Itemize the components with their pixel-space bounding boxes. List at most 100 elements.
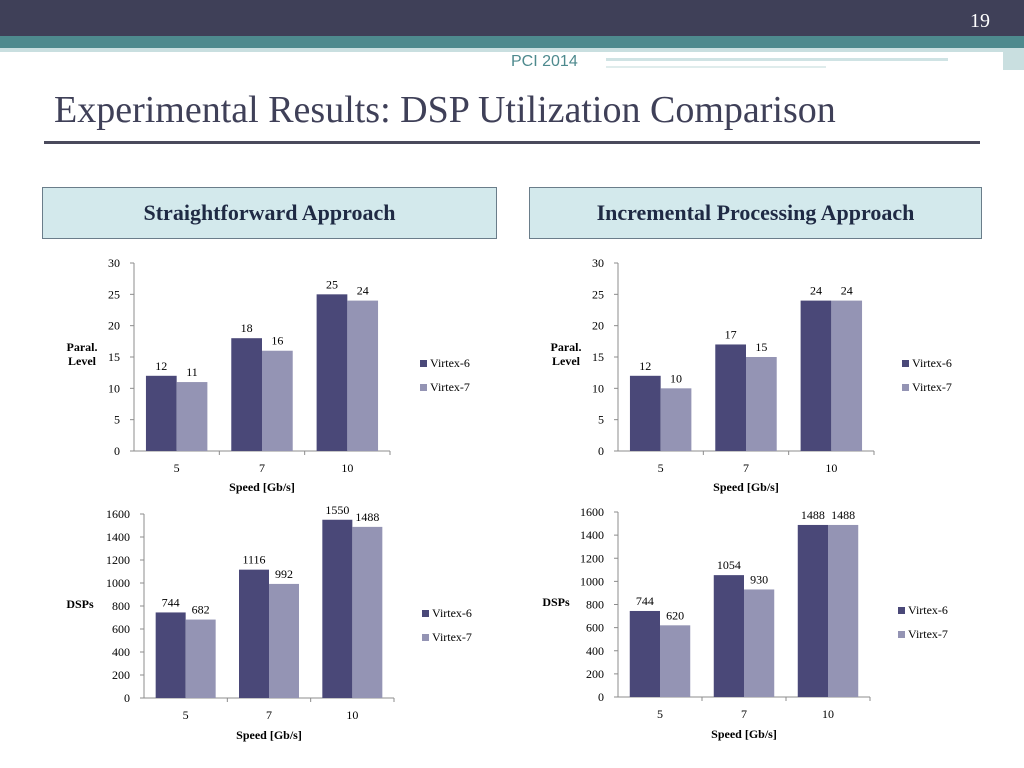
chart-incremental-parallelism: 0 5 10 15 20 25 30 Paral. Level 5 12 10 7 17 15 10 24 24 S…: [551, 256, 952, 494]
data-label: 11: [186, 365, 198, 379]
bar-virtex-6-7: [239, 569, 269, 698]
y-tick-label: 1400: [106, 530, 130, 544]
legend-swatch-virtex-6: [420, 360, 427, 367]
x-tick-label: 5: [183, 708, 189, 722]
data-label: 12: [155, 359, 167, 373]
y-tick-label: 200: [586, 667, 604, 681]
legend-swatch-virtex-6: [902, 360, 909, 367]
legend-label-virtex-7: Virtex-7: [912, 380, 952, 394]
y-tick-label: 5: [114, 413, 120, 427]
x-tick-label: 7: [743, 461, 749, 475]
bar-virtex-6-5: [629, 610, 660, 697]
y-tick-label: 25: [108, 287, 120, 301]
y-tick-label: 800: [112, 599, 130, 613]
decor-line-2: [606, 66, 826, 68]
y-tick-label: 1200: [106, 553, 130, 567]
legend-label-virtex-6: Virtex-6: [430, 356, 470, 370]
bar-virtex-6-10: [316, 294, 348, 451]
y-tick-label: 1400: [580, 528, 604, 542]
x-tick-label: 5: [658, 461, 664, 475]
y-tick-label: 400: [586, 644, 604, 658]
data-label: 1488: [831, 508, 855, 522]
y-tick-label: 20: [592, 319, 604, 333]
data-label: 744: [162, 595, 180, 609]
bar-virtex-7-10: [831, 300, 863, 451]
y-axis-label: DSPs: [66, 597, 94, 611]
x-tick-label: 10: [822, 707, 834, 721]
data-label: 15: [755, 340, 767, 354]
bar-virtex-6-5: [145, 375, 177, 451]
bar-virtex-6-5: [155, 612, 186, 698]
y-tick-label: 15: [592, 350, 604, 364]
page-title: Experimental Results: DSP Utilization Co…: [54, 89, 836, 131]
data-label: 24: [357, 284, 369, 298]
data-label: 682: [192, 603, 210, 617]
x-tick-label: 7: [266, 708, 272, 722]
x-tick-label: 7: [741, 707, 747, 721]
chart-incremental-dsps: 0 200 400 600 800 1000 1200 1400 1600 DSPs 5 744 620…: [542, 505, 948, 741]
y-tick-label: 1600: [106, 507, 130, 521]
y-tick-label: 20: [108, 319, 120, 333]
data-label: 24: [810, 284, 822, 298]
y-tick-label: 1200: [580, 551, 604, 565]
y-axis-label: Paral. Level: [551, 340, 582, 368]
data-label: 1488: [801, 508, 825, 522]
y-axis-label: DSPs: [542, 595, 570, 609]
bar-virtex-7-10: [352, 526, 383, 698]
x-tick-label: 10: [346, 708, 358, 722]
bar-virtex-7-10: [347, 300, 379, 451]
y-tick-label: 1000: [106, 576, 130, 590]
header-straightforward: Straightforward Approach: [42, 187, 497, 239]
bar-virtex-7-7: [746, 357, 777, 451]
y-tick-label: 15: [108, 350, 120, 364]
bar-virtex-7-7: [262, 350, 293, 451]
data-label: 1116: [242, 553, 265, 567]
y-tick-label: 1600: [580, 505, 604, 519]
legend-swatch-virtex-7: [902, 384, 909, 391]
x-axis-label: Speed [Gb/s]: [229, 480, 295, 494]
decor-line: [606, 58, 948, 61]
data-label: 930: [750, 572, 768, 586]
y-tick-label: 400: [112, 645, 130, 659]
bar-virtex-7-5: [176, 382, 208, 451]
y-tick-label: 30: [108, 256, 120, 270]
chart-straightforward-dsps: 0 200 400 600 800 1000 1200 1400 1600 DSPs 5 744 682…: [66, 503, 472, 742]
data-label: 12: [639, 359, 651, 373]
y-tick-label: 800: [586, 598, 604, 612]
data-label: 24: [841, 284, 853, 298]
y-tick-label: 200: [112, 668, 130, 682]
data-label: 18: [241, 321, 253, 335]
bar-virtex-6-5: [629, 375, 661, 451]
y-tick-label: 0: [124, 691, 130, 705]
bar-virtex-7-5: [185, 619, 216, 698]
legend-swatch-virtex-7: [898, 631, 905, 638]
header-incremental: Incremental Processing Approach: [529, 187, 982, 239]
bar-virtex-7-5: [660, 388, 692, 451]
y-tick-label: 600: [112, 622, 130, 636]
top-stripe-light: [0, 48, 1024, 52]
title-rule: [44, 141, 980, 144]
x-axis-label: Speed [Gb/s]: [711, 727, 777, 741]
x-tick-label: 5: [174, 461, 180, 475]
legend-swatch-virtex-7: [422, 634, 429, 641]
data-label: 620: [666, 608, 684, 622]
y-tick-label: 0: [114, 444, 120, 458]
x-tick-label: 5: [657, 707, 663, 721]
data-label: 1054: [717, 558, 741, 572]
top-bar: [0, 0, 1024, 36]
y-tick-label: 10: [108, 381, 120, 395]
y-tick-label: 600: [586, 621, 604, 635]
bar-virtex-6-7: [231, 338, 262, 451]
legend-label-virtex-6: Virtex-6: [432, 606, 472, 620]
y-axis-label: Paral. Level: [67, 340, 98, 368]
legend-swatch-virtex-6: [898, 607, 905, 614]
bar-virtex-6-7: [713, 575, 744, 697]
x-tick-label: 7: [259, 461, 265, 475]
data-label: 25: [326, 277, 338, 291]
legend-label-virtex-6: Virtex-6: [912, 356, 952, 370]
y-tick-label: 0: [598, 690, 604, 704]
data-label: 10: [670, 371, 682, 385]
x-tick-label: 10: [341, 461, 353, 475]
bar-virtex-7-7: [744, 589, 775, 697]
data-label: 992: [275, 567, 293, 581]
